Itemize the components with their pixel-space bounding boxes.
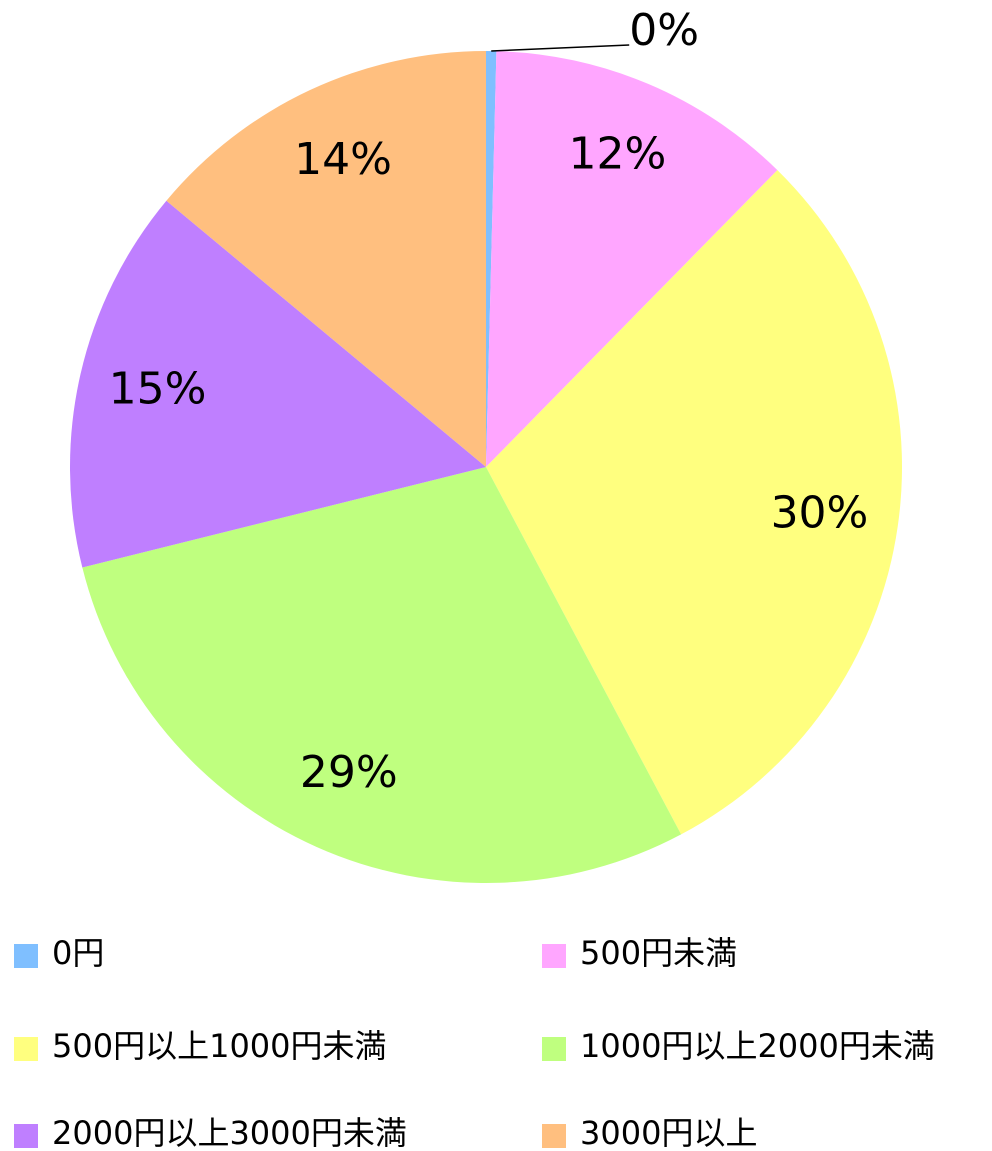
legend-swatch <box>14 1037 38 1061</box>
legend-label: 500円未満 <box>580 934 737 972</box>
data-label: 0% <box>629 5 699 56</box>
legend-swatch <box>14 1124 38 1148</box>
legend-swatch <box>542 1124 566 1148</box>
pie-slice <box>166 51 486 467</box>
data-label: 12% <box>568 129 666 180</box>
data-label: 29% <box>300 747 398 798</box>
pie-slice <box>486 51 778 467</box>
pie-slice <box>70 200 486 568</box>
pie-slice <box>82 467 682 883</box>
data-label: 30% <box>771 487 869 538</box>
legend-label: 0円 <box>52 934 104 972</box>
legend-swatch <box>14 944 38 968</box>
legend-swatch <box>542 944 566 968</box>
legend-swatch <box>542 1037 566 1061</box>
leader-line <box>491 44 630 52</box>
legend-label: 3000円以上 <box>580 1114 757 1151</box>
data-label: 14% <box>294 134 392 185</box>
data-label: 15% <box>109 364 207 415</box>
legend-label: 2000円以上3000円未満 <box>52 1114 407 1151</box>
legend-label: 1000円以上2000円未満 <box>580 1027 935 1065</box>
legend-label: 500円以上1000円未満 <box>52 1027 387 1065</box>
pie-slice <box>486 170 903 835</box>
pie-slice <box>486 51 497 467</box>
